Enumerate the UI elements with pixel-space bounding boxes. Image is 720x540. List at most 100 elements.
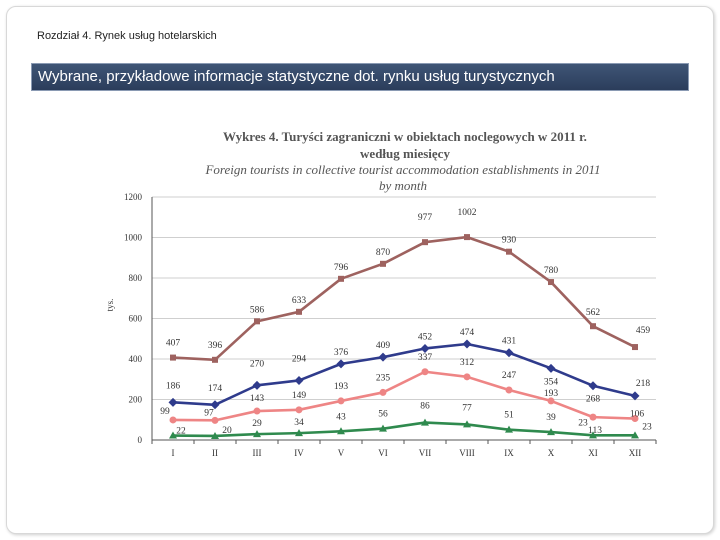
y-tick-label-200: 200: [129, 395, 143, 405]
data-label-total-I: 407: [166, 339, 181, 349]
x-tick-label-III: III: [253, 448, 262, 458]
data-label-series-2-III: 270: [250, 359, 265, 369]
data-label-total-VII: 977: [418, 213, 433, 223]
data-label-series-2-VIII: 474: [460, 328, 475, 338]
data-label-total-XII: 459: [636, 326, 651, 336]
chart-title-pl-1: Wykres 4. Turyści zagraniczni w obiektac…: [223, 129, 587, 144]
point-series-4-III: [253, 430, 261, 438]
point-series-3-XII: [631, 415, 639, 423]
y-tick-label-600: 600: [129, 314, 143, 324]
point-series-3-X: [547, 397, 555, 405]
slide-frame: [6, 6, 714, 534]
data-label-series-3-IX: 247: [502, 371, 517, 381]
point-series-2-VIII: [462, 339, 472, 349]
data-label-series-2-V: 376: [334, 348, 349, 358]
y-tick-label-400: 400: [129, 354, 143, 364]
point-series-4-VII: [421, 418, 429, 426]
point-series-2-III: [252, 380, 262, 390]
point-series-2-I: [168, 397, 178, 407]
data-label-series-2-VII: 452: [418, 332, 433, 342]
data-label-series-4-X: 39: [546, 413, 556, 423]
x-tick-label-II: II: [212, 448, 218, 458]
point-total-IX: [506, 248, 512, 255]
x-tick-label-IV: IV: [294, 448, 304, 458]
series-line-total: [172, 235, 636, 362]
data-label-series-4-V: 43: [336, 412, 346, 422]
point-total-VI: [380, 260, 386, 267]
series-line-series-3: [172, 370, 636, 422]
data-label-series-3-VIII: 312: [460, 358, 475, 368]
point-series-3-VII: [421, 368, 429, 376]
point-total-VII: [422, 239, 428, 246]
point-series-4-IX: [505, 425, 513, 433]
y-tick-label-1000: 1000: [124, 233, 143, 243]
data-labels: 407 396 586 633 796 870 977 1002 930 780 562 459 186…: [160, 208, 652, 436]
section-banner: Wybrane, przykładowe informacje statysty…: [31, 63, 689, 91]
data-label-series-2-X: 354: [544, 377, 559, 387]
data-label-series-3-X: 193: [544, 389, 559, 399]
data-label-series-4-III: 29: [252, 419, 262, 429]
x-tick-label-IX: IX: [504, 448, 514, 458]
data-label-series-3-XII: 106: [630, 410, 645, 420]
data-label-total-VIII: 1002: [458, 208, 477, 218]
data-label-series-4-XII: 23: [642, 422, 652, 432]
point-series-3-XI: [589, 413, 597, 421]
data-label-series-2-XI: 268: [586, 395, 601, 405]
y-tick-label-1200: 1200: [124, 192, 143, 202]
point-series-2-II: [210, 400, 220, 410]
point-series-3-VIII: [463, 373, 471, 381]
x-tick-label-I: I: [172, 448, 175, 458]
data-label-total-V: 796: [334, 263, 349, 273]
grid: [152, 196, 656, 400]
x-tick-label-VII: VII: [419, 448, 432, 458]
x-tick-label-X: X: [548, 448, 555, 458]
data-label-series-3-VII: 337: [418, 353, 433, 363]
data-label-total-XI: 562: [586, 308, 601, 318]
point-series-4-V: [337, 427, 345, 435]
series-line-series-4: [172, 421, 635, 438]
point-series-3-IX: [505, 386, 513, 394]
data-label-series-4-II: 20: [222, 426, 232, 436]
data-label-total-VI: 870: [376, 248, 391, 258]
point-series-4-VIII: [463, 420, 471, 428]
data-label-series-4-VIII: 77: [462, 403, 472, 413]
point-total-V: [338, 275, 344, 282]
data-label-series-2-VI: 409: [376, 341, 391, 351]
point-series-4-I: [169, 431, 177, 439]
data-label-series-3-I: 99: [160, 407, 170, 417]
data-label-series-2-IV: 294: [292, 354, 307, 364]
data-label-series-3-XI: 113: [588, 426, 602, 436]
data-label-total-II: 396: [208, 341, 223, 351]
point-series-3-VI: [379, 388, 387, 396]
x-tick-label-XI: XI: [588, 448, 598, 458]
data-label-series-2-IX: 431: [502, 337, 517, 347]
point-series-2-XII: [630, 391, 640, 401]
chart-title-pl-2: według miesięcy: [360, 146, 450, 161]
data-label-series-4-VI: 56: [378, 410, 388, 420]
point-total-III: [254, 318, 260, 325]
point-series-3-III: [253, 407, 261, 415]
y-tick-label-800: 800: [129, 273, 143, 283]
point-total-II: [212, 356, 218, 363]
chart-title-en-1: Foreign tourists in collective tourist a…: [204, 162, 600, 177]
chart-title-en-2: by month: [379, 178, 427, 193]
point-series-2-VII: [420, 343, 430, 353]
data-label-series-2-II: 174: [208, 384, 223, 394]
data-label-series-3-IV: 149: [292, 391, 307, 401]
data-label-total-X: 780: [544, 266, 559, 276]
y-tick-label-0: 0: [138, 435, 143, 445]
point-total-IV: [296, 308, 302, 315]
data-label-total-IV: 633: [292, 296, 307, 306]
section-banner-text: Wybrane, przykładowe informacje statysty…: [38, 68, 555, 85]
point-series-2-XI: [588, 381, 598, 391]
data-label-series-4-XI: 23: [578, 418, 588, 428]
data-label-total-III: 586: [250, 305, 265, 315]
point-series-3-I: [169, 416, 177, 424]
data-label-series-4-IV: 34: [294, 418, 304, 428]
point-series-4-X: [547, 428, 555, 436]
point-series-4-XI: [589, 431, 597, 439]
point-total-XI: [590, 323, 596, 330]
data-label-series-3-VI: 235: [376, 373, 391, 383]
